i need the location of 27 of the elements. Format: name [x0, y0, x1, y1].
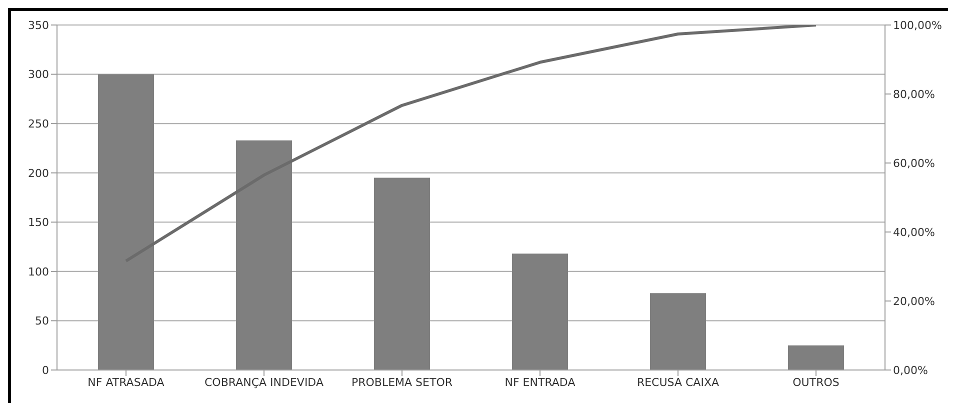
- y2-tick-label: 60,00%: [893, 156, 935, 170]
- y-tick-label: 0: [42, 364, 49, 377]
- bar: [512, 254, 568, 370]
- x-tick-label: RECUSA CAIXA: [636, 376, 720, 389]
- bar: [98, 74, 154, 370]
- bar: [374, 178, 430, 370]
- y2-tick-label: 40,00%: [893, 226, 935, 239]
- y-tick-label: 50: [35, 314, 49, 328]
- x-tick-label: NF ENTRADA: [504, 376, 576, 389]
- y-tick-label: 100: [28, 265, 49, 278]
- y2-tick-label: 20,00%: [893, 294, 935, 308]
- y-tick-label: 150: [28, 216, 49, 230]
- y2-tick-label: 0,00%: [893, 364, 928, 377]
- y-tick-label: 250: [28, 117, 49, 130]
- bar: [788, 345, 844, 370]
- line-series: [124, 25, 818, 262]
- y-tick-label: 200: [28, 166, 49, 180]
- bar: [236, 140, 292, 370]
- y2-tick-label: 80,00%: [893, 88, 935, 101]
- y-tick-label: 350: [28, 18, 49, 32]
- bar: [650, 293, 706, 370]
- y2-tick-label: 100,00%: [893, 18, 942, 32]
- x-tick-label: COBRANÇA INDEVIDA: [204, 376, 324, 389]
- x-tick-label: OUTROS: [792, 376, 840, 389]
- y-tick-label: 300: [28, 68, 49, 82]
- x-tick-label: NF ATRASADA: [88, 376, 165, 389]
- x-tick-label: PROBLEMA SETOR: [351, 376, 453, 389]
